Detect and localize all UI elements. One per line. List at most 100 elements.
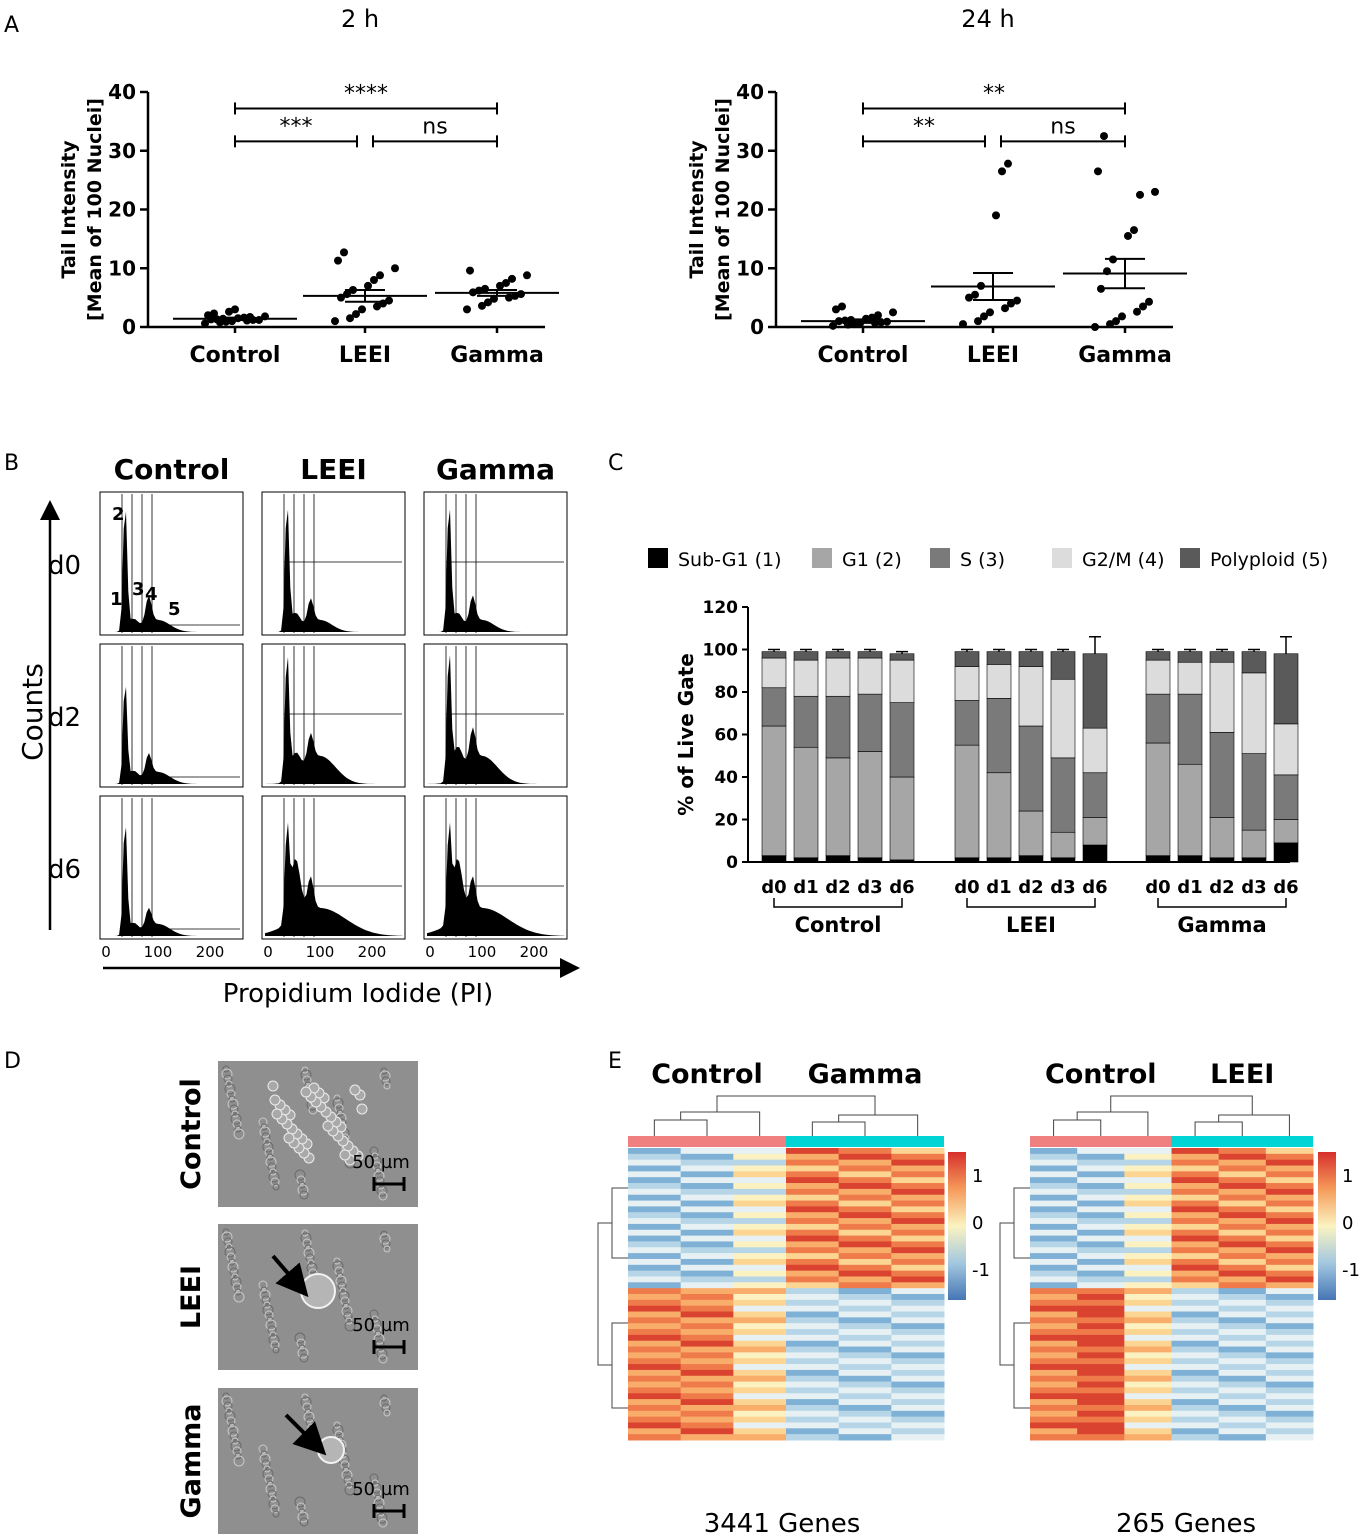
cell (224, 1410, 236, 1422)
heatmap-cell (1265, 1188, 1314, 1196)
heatmap-cell (733, 1212, 787, 1219)
heatmap-cell (1218, 1428, 1267, 1435)
heatmap-cell (680, 1305, 734, 1313)
heatmap-cell (733, 1352, 787, 1359)
heatmap-cell (1030, 1416, 1078, 1423)
scale-bar-label: 50 µm (352, 1479, 410, 1500)
heatmap-cell (838, 1212, 892, 1219)
data-point (340, 248, 348, 257)
heatmap-cell (1077, 1375, 1125, 1383)
heatmap-cell (1265, 1229, 1314, 1237)
heatmap-cell (1124, 1264, 1172, 1272)
heatmap-cell (680, 1393, 734, 1400)
x-tick-label: d0 (761, 877, 786, 898)
heatmap-cell (891, 1340, 945, 1348)
cell (230, 1113, 242, 1125)
cell (332, 1260, 344, 1272)
cell (272, 1183, 280, 1191)
scatter-chart-24h: 24 h Tail Intensity [Mean of 100 Nuclei] 0 1… (686, 5, 1187, 368)
heatmap-cell (680, 1323, 734, 1330)
gate-label: 2 (112, 504, 125, 525)
cell (264, 1310, 274, 1320)
heatmap-cell (1218, 1375, 1267, 1383)
legend-label: G2/M (4) (1082, 549, 1165, 571)
heatmap-cell (1077, 1311, 1125, 1318)
cell (373, 1497, 385, 1509)
heatmap-cell (1030, 1399, 1078, 1406)
heatmap-cell (680, 1294, 734, 1301)
heatmap-cell (1171, 1194, 1220, 1202)
heatmap-cell (1124, 1294, 1172, 1301)
bar-segment (1177, 661, 1203, 695)
data-point (1100, 132, 1108, 141)
y-tick-label: 10 (108, 256, 136, 280)
heatmap-cell (1124, 1223, 1172, 1231)
heatmap-cell (1218, 1153, 1267, 1161)
heatmap-cell (628, 1218, 682, 1225)
heatmap-cell (1265, 1270, 1314, 1277)
bar-segment (954, 857, 980, 863)
heatmap-cell (1218, 1229, 1267, 1237)
heatmap-cell (1030, 1299, 1078, 1307)
heatmap-cell (733, 1270, 787, 1277)
heatmap-cell (1218, 1422, 1267, 1429)
heatmap-cell (680, 1218, 734, 1225)
cell (372, 1324, 382, 1334)
y-tick-label: 40 (108, 80, 136, 104)
bar-segment (1050, 678, 1076, 759)
heatmap-cell (733, 1358, 787, 1365)
group-bracket (773, 898, 903, 908)
heatmap-cell (628, 1434, 682, 1441)
bar-segment (954, 700, 980, 746)
heatmap-cell (891, 1416, 945, 1423)
cell (223, 1401, 233, 1411)
heatmap-cell (1265, 1153, 1314, 1161)
heatmap-cell (786, 1148, 840, 1155)
heatmap-cell (1265, 1276, 1314, 1283)
heatmap-cell (1265, 1346, 1314, 1353)
data-point (1136, 190, 1144, 199)
heatmap-cell (891, 1311, 945, 1318)
heatmap-cell (680, 1241, 734, 1248)
gate-label: 5 (168, 599, 181, 620)
data-point (358, 305, 366, 314)
heatmap-cell (1077, 1165, 1125, 1172)
heatmap-cell (786, 1223, 840, 1231)
heatmap-cell (1171, 1153, 1220, 1161)
heatmap-cell (838, 1247, 892, 1254)
heatmap-cell (1077, 1393, 1125, 1400)
heatmap-cell (680, 1422, 734, 1429)
heatmap-cell (1218, 1188, 1267, 1196)
data-point (998, 167, 1006, 176)
cell (233, 1291, 245, 1303)
legend-swatch (648, 548, 668, 568)
heatmap-cell (1265, 1311, 1314, 1318)
heatmap-cell (680, 1288, 734, 1295)
color-scale-tick: 0 (972, 1213, 983, 1234)
heatmap-cell (628, 1288, 682, 1295)
cell (262, 1304, 274, 1316)
significance-label: **** (344, 81, 388, 106)
cell (302, 1238, 312, 1248)
heatmap-cell (1124, 1212, 1172, 1219)
heatmap-cell (1218, 1148, 1267, 1155)
heatmap-cell (891, 1422, 945, 1429)
heatmap-cell (733, 1276, 787, 1283)
heatmap-cell (1218, 1364, 1267, 1371)
heatmap-cell (838, 1399, 892, 1406)
heatmap-cell (628, 1329, 682, 1336)
heatmap-cell (1218, 1206, 1267, 1213)
column-header: LEEI (300, 453, 367, 486)
heatmap-cell (786, 1311, 840, 1318)
heatmap-cell (628, 1159, 682, 1167)
heatmap-cell (1265, 1317, 1314, 1324)
heatmap-cell (1171, 1264, 1220, 1272)
data-point (1130, 226, 1138, 235)
color-scale-tick: 0 (1342, 1213, 1353, 1234)
bar-segment (1209, 651, 1235, 663)
bar-segment (1209, 732, 1235, 818)
heatmap-cell (891, 1393, 945, 1400)
heatmap-cell (680, 1340, 734, 1348)
heatmap-cell (1171, 1340, 1220, 1348)
heatmap-cell (1265, 1165, 1314, 1172)
